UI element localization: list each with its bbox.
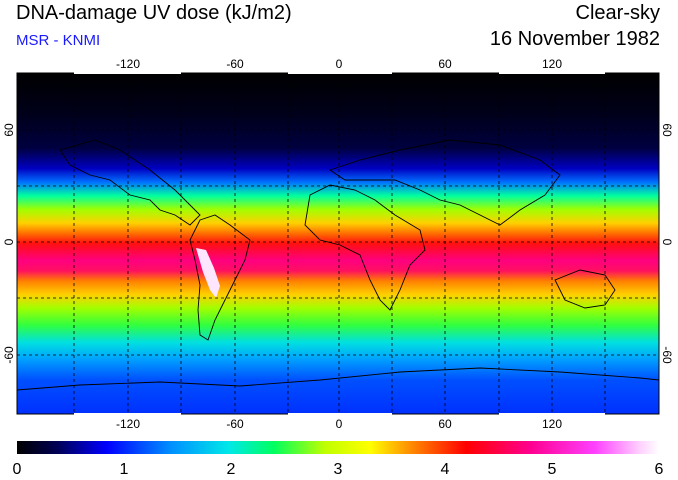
lat-tick-left-label: 60	[2, 123, 16, 137]
lon-tick-bottom-label: 0	[336, 417, 343, 431]
map-title: DNA-damage UV dose (kJ/m2)	[16, 2, 292, 24]
colorbar-label: 3	[334, 461, 343, 478]
colorbar	[17, 441, 659, 454]
colorbar-label: 4	[441, 461, 450, 478]
date-label: 16 November 1982	[489, 28, 660, 50]
lon-tick-bottom-label: 120	[542, 417, 562, 431]
high-dose-patch	[196, 248, 220, 298]
lon-tick-top-label: -120	[116, 57, 140, 71]
source-label: MSR - KNMI	[16, 32, 101, 49]
lon-tick-bottom-label: -60	[226, 417, 244, 431]
lon-tick-top-label: 60	[438, 57, 452, 71]
lon-tick-bottom-label: -120	[116, 417, 140, 431]
lat-tick-right-label: -60	[660, 346, 674, 364]
lat-tick-right-label: 0	[660, 239, 674, 246]
lon-tick-top-label: 120	[542, 57, 562, 71]
colorbar-label: 5	[548, 461, 557, 478]
lat-tick-left-label: -60	[2, 346, 16, 364]
lon-tick-bottom-label: 60	[438, 417, 452, 431]
border-scale-bars	[74, 71, 605, 416]
lon-tick-top-label: -60	[226, 57, 244, 71]
colorbar-label: 0	[13, 461, 22, 478]
uv-dose-field	[17, 73, 659, 414]
coastlines	[17, 139, 659, 391]
map-gridlines	[17, 73, 659, 414]
lat-tick-right-label: 60	[660, 123, 674, 137]
colorbar-label: 1	[120, 461, 129, 478]
colorbar-label: 6	[655, 461, 664, 478]
sky-condition-label: Clear-sky	[575, 2, 660, 24]
colorbar-label: 2	[227, 461, 236, 478]
lat-tick-left-label: 0	[2, 238, 16, 245]
lon-tick-top-label: 0	[336, 57, 343, 71]
